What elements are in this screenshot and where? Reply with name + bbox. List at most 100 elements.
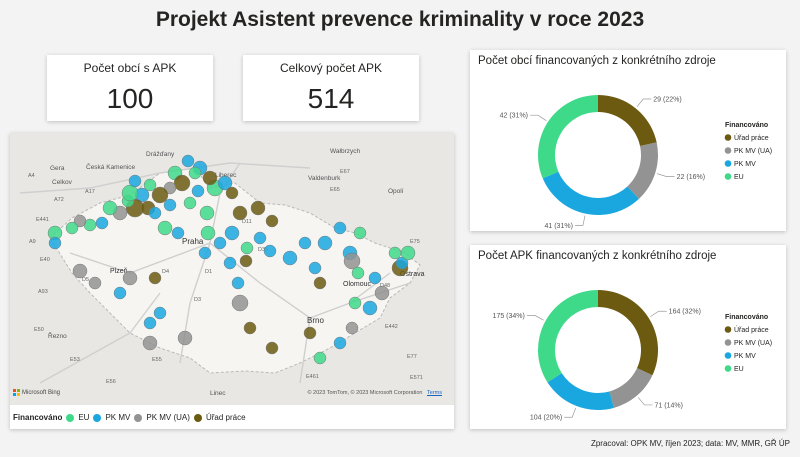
donut-slice[interactable]	[598, 290, 658, 376]
map-bubble[interactable]	[400, 245, 416, 261]
map-bubble[interactable]	[183, 196, 197, 210]
map-bubble[interactable]	[282, 250, 298, 266]
map-bubble[interactable]	[128, 174, 142, 188]
map-bubble[interactable]	[239, 254, 253, 268]
map-bubble[interactable]	[157, 220, 173, 236]
map-bubble[interactable]	[48, 236, 62, 250]
legend-dot-pk-mv-ua	[134, 413, 143, 422]
map-bubble[interactable]	[153, 306, 167, 320]
map-bubble[interactable]	[265, 341, 279, 355]
donut-slice[interactable]	[627, 142, 658, 199]
donut-slice[interactable]	[542, 171, 639, 215]
map-bubble[interactable]	[188, 166, 202, 180]
map-bubble[interactable]	[199, 205, 215, 221]
map-bubble[interactable]	[368, 271, 382, 285]
legend-label: EU	[734, 366, 744, 373]
map-bubble[interactable]	[232, 205, 248, 221]
map-bubble[interactable]	[317, 235, 333, 251]
map-bubble[interactable]	[148, 206, 162, 220]
map-bubble[interactable]	[333, 336, 347, 350]
terms-link[interactable]: Terms	[427, 390, 442, 396]
map-bubble[interactable]	[122, 270, 138, 286]
leader-line	[657, 173, 675, 177]
road-label: E40	[40, 257, 50, 263]
donut-chart-obce[interactable]: 29 (22%) 22 (16%) 41 (31%) 42 (31%) Financov…	[470, 50, 786, 231]
footer-source: Zpracoval: OPK MV, říjen 2023; data: MV,…	[590, 439, 790, 448]
donut-slice[interactable]	[598, 95, 657, 146]
page-title: Projekt Asistent prevence kriminality v …	[155, 8, 645, 31]
map-bubble[interactable]	[181, 154, 195, 168]
road-label: D35	[258, 247, 268, 253]
map-bubble[interactable]	[121, 184, 139, 202]
map-bubble[interactable]	[198, 246, 212, 260]
legend-marker	[724, 365, 732, 372]
map-bubble[interactable]	[348, 296, 362, 310]
map-bubble[interactable]	[224, 225, 240, 241]
map-bubble[interactable]	[231, 294, 249, 312]
map-bubble[interactable]	[143, 316, 157, 330]
map-bubble[interactable]	[171, 226, 185, 240]
map-bubble[interactable]	[142, 335, 158, 351]
road-label: A72	[54, 197, 64, 203]
map-bubble[interactable]	[113, 286, 127, 300]
map-bubble[interactable]	[250, 200, 266, 216]
map-bubble[interactable]	[102, 200, 118, 216]
map-bubble[interactable]	[163, 198, 177, 212]
legend-label: PK MV (UA)	[734, 148, 772, 155]
map-bubble[interactable]	[253, 231, 267, 245]
map-bubble[interactable]	[202, 170, 218, 186]
map-bubble[interactable]	[223, 256, 237, 270]
road-label: E75	[410, 239, 420, 245]
map-label: Drážďany	[146, 151, 175, 158]
map-bubble[interactable]	[217, 175, 233, 191]
czech-territory	[49, 167, 421, 374]
leader-line	[636, 98, 652, 108]
map-bubble[interactable]	[177, 330, 193, 346]
donut-slice[interactable]	[609, 368, 653, 408]
legend-marker	[724, 173, 732, 180]
map-bubble[interactable]	[73, 214, 87, 228]
map-bubble[interactable]	[143, 178, 157, 192]
map-bubble[interactable]	[88, 276, 102, 290]
map-bubble[interactable]	[240, 241, 254, 255]
map-bubble[interactable]	[65, 221, 79, 235]
map-bubble[interactable]	[200, 225, 216, 241]
map-bubble[interactable]	[353, 226, 367, 240]
map-bubble[interactable]	[333, 221, 347, 235]
map-bubble[interactable]	[388, 246, 402, 260]
map-bubble[interactable]	[243, 321, 257, 335]
map-bubble[interactable]	[263, 244, 277, 258]
map-bubble[interactable]	[231, 276, 245, 290]
copyright-text: © 2023 TomTom, © 2023 Microsoft Corporat…	[307, 390, 423, 396]
leader-line	[530, 114, 547, 121]
map-bubble[interactable]	[148, 271, 162, 285]
map-bubble[interactable]	[345, 321, 359, 335]
map-bubbles[interactable]	[47, 154, 416, 365]
map-label: Řezno	[48, 331, 67, 340]
map-bubble[interactable]	[151, 186, 169, 204]
map-view[interactable]: Drážďany Česká Kamenice Liberec Gera Cel…	[10, 133, 454, 405]
kpi-value: 100	[106, 83, 154, 114]
map-bubble[interactable]	[191, 184, 205, 198]
donut-slice[interactable]	[538, 95, 598, 179]
donut-chart-apk[interactable]: 164 (32%) 71 (14%) 104 (20%) 175 (34%) Finan…	[470, 245, 786, 429]
map-bubble[interactable]	[265, 214, 279, 228]
map-bubble[interactable]	[374, 285, 390, 301]
map-bubble[interactable]	[173, 174, 191, 192]
map-bubble[interactable]	[313, 276, 327, 290]
map-bubble[interactable]	[351, 266, 365, 280]
map-bubble[interactable]	[95, 216, 109, 230]
map-label: Ostrava	[400, 271, 425, 278]
map-bubble[interactable]	[298, 236, 312, 250]
map-bubble[interactable]	[362, 300, 378, 316]
map-bubble[interactable]	[343, 252, 361, 270]
map-bubble[interactable]	[308, 261, 322, 275]
donut-slice[interactable]	[547, 373, 614, 410]
donut-slice[interactable]	[538, 290, 598, 383]
map-bubble[interactable]	[303, 326, 317, 340]
map-label: Plzeň	[110, 268, 128, 275]
map-bubble[interactable]	[313, 351, 327, 365]
map-bubble[interactable]	[225, 186, 239, 200]
map-bubble[interactable]	[72, 263, 88, 279]
map-bubble[interactable]	[213, 236, 227, 250]
